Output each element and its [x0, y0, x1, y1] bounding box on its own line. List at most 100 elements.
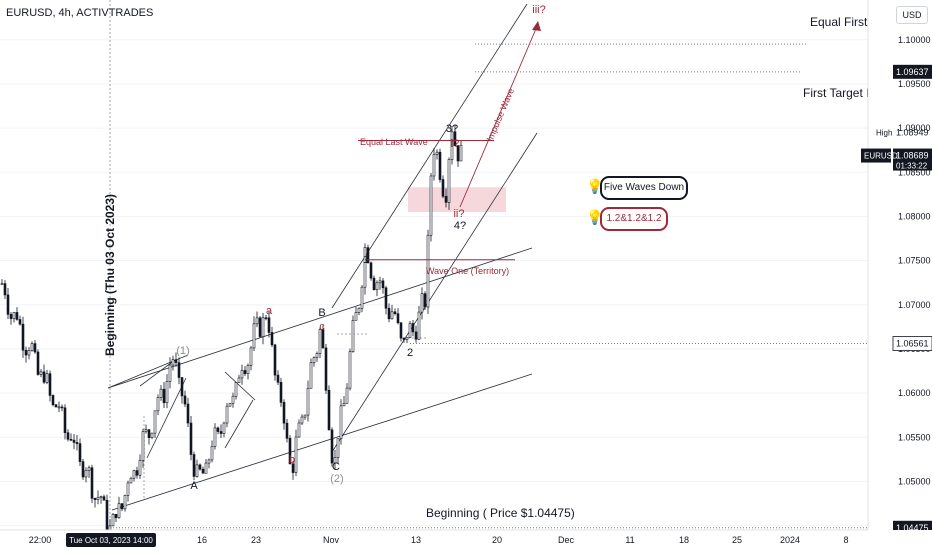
candle [261, 313, 265, 345]
candle [270, 326, 274, 348]
candle [117, 496, 121, 519]
candle [180, 376, 184, 404]
candle [360, 285, 364, 313]
candle [231, 392, 235, 408]
high-low-tag: High [876, 129, 892, 138]
candle [303, 414, 307, 420]
trend-line [224, 371, 256, 401]
wave-overlays [459, 21, 541, 208]
y-tick-label: 1.10000 [898, 35, 931, 45]
candle [417, 305, 421, 340]
price-labels: 1.096371.08949High1.0868901:33:22EURUSD1… [861, 64, 932, 544]
candle [264, 314, 268, 321]
candle [426, 229, 430, 314]
candle [189, 416, 193, 461]
candle [408, 320, 412, 338]
candle [198, 463, 202, 471]
candle [234, 381, 238, 400]
candle [366, 244, 370, 264]
candle [99, 495, 103, 504]
candle [240, 364, 244, 385]
y-tick-label: 1.05500 [898, 432, 931, 442]
candle [255, 311, 259, 328]
candle [168, 357, 172, 389]
candle [267, 310, 271, 338]
support-zone [408, 187, 506, 212]
candle [177, 357, 181, 385]
label-equal-last-wave: Equal Last Wave [360, 137, 428, 147]
candle [135, 466, 139, 479]
lightbulb-icon: 💡 [586, 178, 604, 194]
candle [54, 403, 58, 408]
candle [420, 287, 424, 320]
candle [210, 440, 214, 463]
y-tick-label: 1.07000 [898, 300, 931, 310]
candles [0, 125, 463, 537]
wave-label: 3? [446, 123, 458, 135]
candle [90, 464, 94, 503]
wave-label: (2) [330, 473, 343, 485]
trend-line [139, 359, 176, 387]
candle [369, 261, 373, 281]
candle [429, 172, 433, 242]
candle [111, 512, 115, 527]
candle [33, 340, 37, 354]
candle [216, 426, 220, 435]
candle [201, 466, 205, 474]
candle [0, 279, 4, 285]
x-tick-label: 22:00 [29, 535, 52, 545]
candle [72, 434, 76, 450]
candle [273, 343, 277, 381]
candle [186, 397, 190, 428]
symbol-tag [861, 148, 891, 163]
currency-unit-button[interactable]: USD [896, 6, 928, 24]
candle [399, 321, 403, 342]
y-tick-label: 1.06000 [898, 388, 931, 398]
candle [165, 374, 169, 409]
candle [441, 175, 445, 199]
candle [282, 399, 286, 430]
x-tick-label: 23 [251, 535, 261, 545]
candle [249, 346, 253, 371]
candle [345, 383, 349, 404]
price-tag [893, 64, 932, 79]
candle [372, 275, 376, 291]
horizontal-levels [110, 43, 868, 529]
candle [294, 429, 298, 477]
candle [195, 459, 199, 478]
candle [312, 356, 316, 367]
candle [18, 315, 22, 326]
x-tick-label: 18 [679, 535, 689, 545]
candle [84, 467, 88, 483]
candle [75, 435, 79, 451]
candle [444, 188, 448, 208]
candle [336, 438, 340, 465]
candle [393, 308, 397, 316]
candle [405, 337, 409, 344]
candle [456, 145, 460, 167]
five-waves-callout: Five Waves Down [600, 176, 688, 200]
candle [141, 428, 145, 468]
trend-line [331, 132, 538, 453]
price-tag-label: 1.08949 [896, 128, 929, 138]
candle [324, 344, 328, 394]
wave-label: c [319, 321, 325, 333]
x-tick-label: Nov [323, 535, 340, 545]
y-tick-label: 1.05000 [898, 476, 931, 486]
candle [228, 403, 232, 407]
candle [27, 347, 31, 360]
candle [453, 125, 457, 147]
symbol-tag-label: EURUSD [864, 152, 898, 161]
correction-zone [408, 187, 506, 212]
x-tick-label: 16 [197, 535, 207, 545]
candle [87, 465, 91, 478]
x-tick-label: 20 [492, 535, 502, 545]
label-beginning-price: Beginning ( Price $1.04475) [426, 506, 575, 520]
candle [327, 385, 331, 431]
impulse-arrow-head [532, 21, 541, 31]
wave-label: 1 [363, 254, 369, 266]
impulse-arrow [459, 23, 539, 208]
countdown-label: 01:33:22 [896, 162, 928, 171]
candle [339, 399, 343, 445]
